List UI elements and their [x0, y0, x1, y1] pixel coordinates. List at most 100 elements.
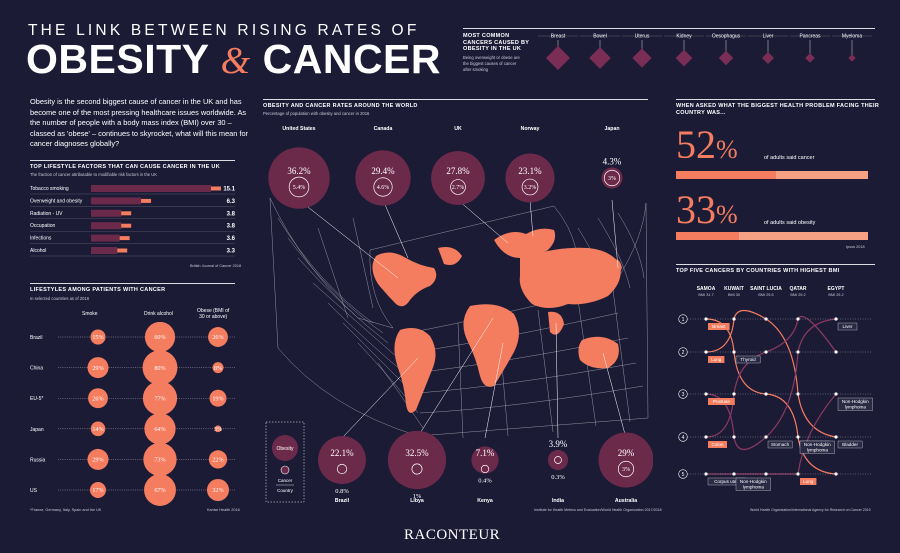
cc-diamond-myeloma — [848, 54, 856, 62]
survey-source: Ipsos 2018 — [846, 245, 865, 249]
world-obesity-value-uk: 27.8% — [446, 166, 470, 176]
world-cancer-value-australia: 3% — [622, 467, 630, 473]
bmi-label-bladder-6-0: Bladder — [842, 442, 858, 447]
world-leader-norway — [529, 199, 534, 237]
pt-value-smoke-brazil: 15% — [92, 334, 103, 341]
pt-row-label-russia: Russia — [30, 457, 46, 463]
pt-value-alcohol-eu-5: 77% — [154, 395, 165, 402]
pt-value-alcohol-brazil: 60% — [154, 334, 165, 341]
world-country-brazil: Brazil — [335, 498, 350, 504]
bmi-rank-2: 2 — [682, 350, 685, 356]
world-cancer-value-norway: 3.2% — [524, 185, 537, 191]
bmi-label-non-hodgkin-lymphoma-8-1: lymphoma — [743, 485, 765, 490]
bmi-label-non-hodgkin-lymphoma-5-0: Non-Hodgkin — [804, 442, 831, 447]
pt-bubble-alcohol-eu-5 — [142, 381, 178, 416]
bmi-rule — [676, 264, 875, 265]
world-cancer-bubble-united-states — [288, 176, 310, 198]
bmi-rank-circle-3 — [678, 389, 688, 399]
world-obesity-bubble-kenya — [471, 446, 499, 474]
world-country-united-states: United States — [282, 126, 315, 132]
bmi-label-bg-non-hodgkin-lymphoma-8 — [735, 477, 771, 491]
lifestyle-source: British Journal of Cancer 2018 — [190, 264, 242, 268]
survey-obesity-caption: of adults said obesity — [764, 220, 816, 226]
bmi-node-4-3 — [796, 435, 800, 439]
survey-obesity-value: 33 — [676, 187, 716, 232]
cc-label-bowel: Bowel — [593, 34, 607, 40]
lf-value-infections: 3.6 — [227, 236, 236, 242]
world-cancer-bubble-uk — [450, 179, 466, 195]
survey-rule — [676, 99, 875, 100]
pt-value-smoke-japan: 14% — [92, 426, 103, 433]
bmi-node-3-3 — [796, 392, 800, 396]
bmi-tag-colon-3: Colon — [711, 442, 723, 447]
pt-bubble-obese-us — [206, 478, 230, 502]
world-map: United States 36.2% 5.4% Canada 29.4% 4.6% UK 2… — [265, 126, 653, 504]
title-ampersand: & — [220, 40, 251, 82]
bmi-tag-lung-4: Lung — [803, 479, 814, 484]
bmi-country-egypt: EGYPT — [828, 286, 845, 292]
pt-value-smoke-china: 29% — [92, 365, 103, 372]
survey-bar-obesity-fill — [676, 232, 740, 240]
lf-label-occupation: Occupation — [30, 223, 56, 229]
bmi-node-3-0 — [704, 392, 708, 396]
bmi-rank-circle-5 — [678, 469, 688, 479]
bmi-node-3-1 — [732, 392, 736, 396]
lifestyle-chart: Tobacco smoking 15.1 Overweight and obesit… — [30, 185, 236, 257]
intro-paragraph: Obesity is the second biggest cause of c… — [30, 97, 249, 148]
pt-row-label-china: China — [30, 366, 43, 372]
lifestyle-note: The fraction of cancer attributable to m… — [30, 172, 158, 177]
patients-title: LIFESTYLES AMONG PATIENTS WITH CANCER — [30, 287, 166, 293]
world-leader-india — [555, 322, 559, 439]
lf-bar-tip-occupation — [121, 223, 132, 228]
bmi-node-4-0 — [704, 435, 708, 439]
map-grid — [269, 197, 649, 439]
bmi-country-qatar: QATAR — [789, 286, 806, 292]
bmi-tag-bg-breast-0 — [708, 323, 730, 330]
survey-bar-obesity — [676, 232, 868, 240]
bmi-node-2-0 — [704, 350, 708, 354]
world-cancer-value-japan: 3% — [608, 176, 616, 182]
bmi-node-1-3 — [796, 317, 800, 321]
pt-value-smoke-russia: 29% — [92, 457, 103, 464]
bmi-label-thyroid-1-0: Thyroid — [740, 357, 756, 362]
continent-asia — [519, 247, 621, 308]
world-cancer-bubble-india — [554, 456, 562, 464]
cc-diamond-breast — [545, 45, 571, 71]
bmi-label-bg-stomach-4 — [767, 440, 793, 449]
world-leader-brazil — [341, 357, 419, 439]
cc-label-liver: Liver — [763, 34, 774, 40]
bmi-tag-bg-lung-4 — [800, 478, 817, 485]
pt-bubble-alcohol-japan — [144, 413, 176, 445]
world-leader-uk — [457, 199, 509, 244]
bmi-node-2-3 — [796, 350, 800, 354]
continent-south-america — [394, 328, 436, 413]
bmi-line-d — [705, 315, 837, 438]
bmi-tag-lung-1: Lung — [711, 357, 722, 362]
bmi-tag-breast-0: Breast — [712, 324, 726, 329]
world-country-australia: Australia — [615, 498, 637, 504]
bmi-tag-prostate-2: Prostate — [713, 399, 731, 404]
pt-bubble-obese-china — [212, 362, 224, 374]
bmi-label-corpus-uteri-7-0: Corpus uteri — [714, 479, 739, 484]
world-cancer-value-libya: 1% — [413, 493, 422, 500]
pt-bubble-smoke-eu-5 — [88, 388, 108, 409]
world-leader-canada — [382, 199, 409, 259]
map-outline — [269, 197, 649, 437]
world-obesity-value-brazil: 22.1% — [330, 448, 354, 458]
title-cancer: CANCER — [262, 36, 442, 82]
bmi-node-4-1 — [732, 435, 736, 439]
world-rule — [263, 99, 648, 100]
pt-bubble-obese-eu-5 — [209, 389, 227, 407]
bmi-label-stomach-4-0: Stomach — [771, 442, 790, 447]
bmi-label-bg-non-hodgkin-lymphoma-3 — [837, 397, 873, 411]
bmi-label-liver-0-0: Liver — [843, 324, 853, 329]
bmi-rank-3: 3 — [682, 392, 685, 398]
legend-cancer-label: Cancer — [278, 478, 293, 483]
continent-australia — [578, 336, 619, 369]
world-cancer-bubble-australia — [617, 460, 635, 478]
bmi-value-kuwait: BMI 30 — [728, 293, 740, 297]
lf-label-tobacco-smoking: Tobacco smoking — [30, 186, 69, 192]
cc-diamond-liver — [761, 51, 775, 65]
survey-cancer-value: 52 — [676, 122, 716, 167]
bmi-node-4-4 — [834, 435, 838, 439]
